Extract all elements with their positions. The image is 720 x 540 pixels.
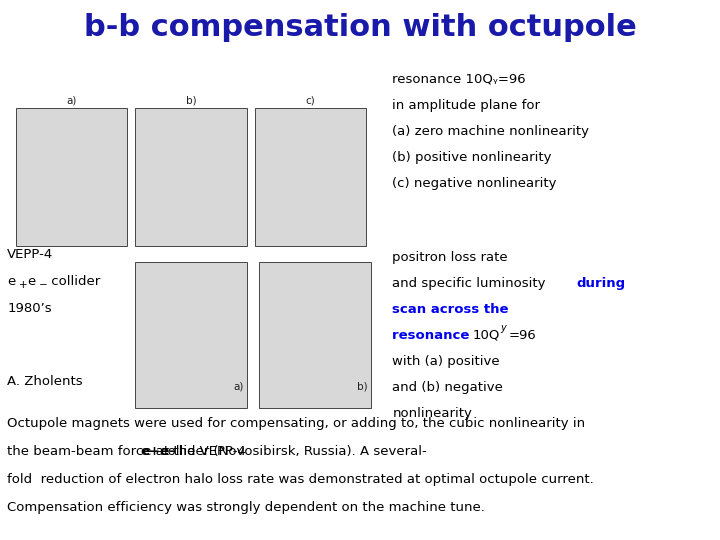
Text: =96: =96 <box>509 329 537 342</box>
Bar <box>259 262 371 408</box>
Text: the beam-beam force at the VEPP-4: the beam-beam force at the VEPP-4 <box>7 445 251 458</box>
Text: A. Zholents: A. Zholents <box>7 375 83 388</box>
Text: (b) positive nonlinearity: (b) positive nonlinearity <box>392 151 552 164</box>
Text: during: during <box>576 277 625 290</box>
Text: b-b compensation with octupole: b-b compensation with octupole <box>84 14 636 43</box>
Bar <box>135 262 247 408</box>
Text: nonlinearity: nonlinearity <box>392 407 472 420</box>
Text: b): b) <box>356 381 367 391</box>
Text: y: y <box>500 323 506 334</box>
Text: 10Q: 10Q <box>473 329 500 342</box>
Text: e: e <box>7 275 15 288</box>
Text: a): a) <box>233 381 243 391</box>
Text: −: − <box>39 280 48 290</box>
Text: (a) zero machine nonlinearity: (a) zero machine nonlinearity <box>392 125 590 138</box>
Text: +: + <box>19 280 27 290</box>
Text: Compensation efficiency was strongly dependent on the machine tune.: Compensation efficiency was strongly dep… <box>7 501 485 514</box>
Text: b): b) <box>186 95 197 105</box>
Text: e: e <box>27 275 35 288</box>
Text: c): c) <box>306 95 315 105</box>
Text: collider (Novosibirsk, Russia). A several-: collider (Novosibirsk, Russia). A severa… <box>156 445 427 458</box>
Text: e+e-: e+e- <box>140 445 175 458</box>
Text: (c) negative nonlinearity: (c) negative nonlinearity <box>392 177 557 190</box>
Text: resonance 10Qᵧ=96: resonance 10Qᵧ=96 <box>392 73 526 86</box>
Text: and (b) negative: and (b) negative <box>392 381 503 394</box>
Text: with (a) positive: with (a) positive <box>392 355 500 368</box>
Text: 1980’s: 1980’s <box>7 302 52 315</box>
Text: fold  reduction of electron halo loss rate was demonstrated at optimal octupole : fold reduction of electron halo loss rat… <box>7 473 594 486</box>
Text: Octupole magnets were used for compensating, or adding to, the cubic nonlinearit: Octupole magnets were used for compensat… <box>7 417 585 430</box>
Text: positron loss rate: positron loss rate <box>392 251 508 264</box>
Text: a): a) <box>66 95 77 105</box>
Bar <box>135 108 247 246</box>
Text: and specific luminosity: and specific luminosity <box>392 277 550 290</box>
Text: collider: collider <box>47 275 100 288</box>
Bar <box>255 108 366 246</box>
Bar <box>16 108 127 246</box>
Text: scan across the: scan across the <box>392 303 509 316</box>
Text: VEPP-4: VEPP-4 <box>7 248 53 261</box>
Text: resonance: resonance <box>392 329 474 342</box>
Text: in amplitude plane for: in amplitude plane for <box>392 99 541 112</box>
